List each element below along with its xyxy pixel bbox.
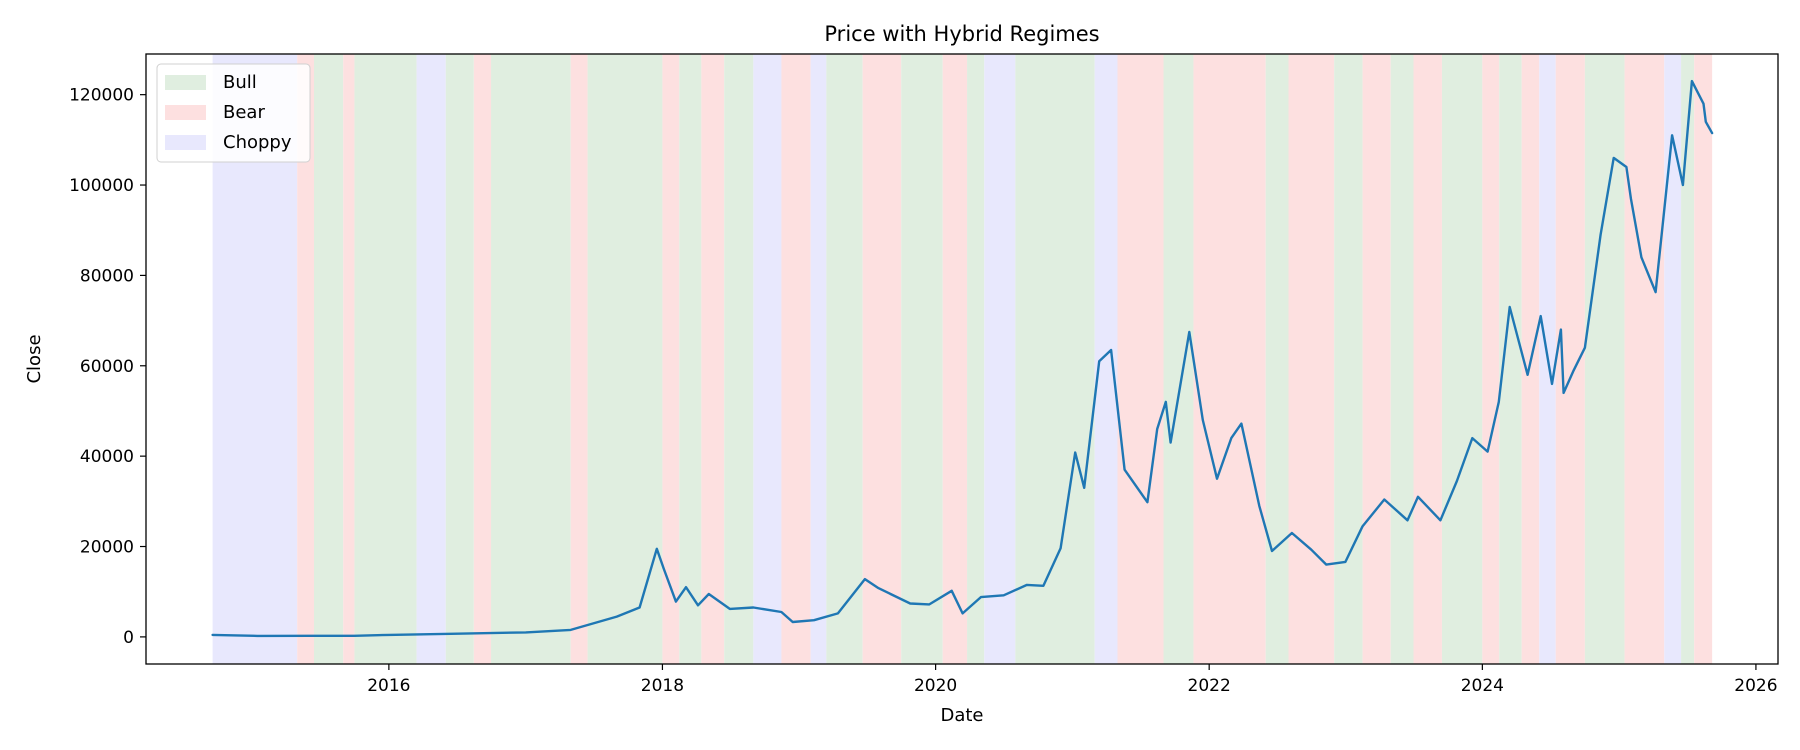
legend-swatch-choppy <box>165 135 206 150</box>
regime-band-bear <box>473 54 492 664</box>
x-tick-label: 2022 <box>1188 676 1231 696</box>
regime-band-bear <box>343 54 355 664</box>
regime-band-bull <box>354 54 417 664</box>
price-line <box>211 79 1714 638</box>
regime-band-bull <box>1163 54 1194 664</box>
regime-band-bear <box>701 54 725 664</box>
x-tick-label: 2018 <box>641 676 684 696</box>
regime-band-bear <box>1413 54 1442 664</box>
regime-band-choppy <box>753 54 782 664</box>
y-tick-label: 20000 <box>80 538 134 558</box>
regime-band-bear <box>1482 54 1500 664</box>
legend-label-bull: Bull <box>223 72 257 93</box>
regime-band-bull <box>445 54 474 664</box>
regime-band-bear <box>297 54 315 664</box>
regime-band-bull <box>587 54 663 664</box>
regime-band-choppy <box>810 54 827 664</box>
legend-label-bear: Bear <box>223 102 265 123</box>
regime-band-bull <box>1681 54 1695 664</box>
regime-band-bear <box>1694 54 1713 664</box>
regime-band-bull <box>1584 54 1625 664</box>
regime-band-bull <box>1015 54 1095 664</box>
regime-band-bear <box>662 54 680 664</box>
regime-band-bull <box>1390 54 1414 664</box>
x-tick-label: 2026 <box>1734 676 1777 696</box>
regime-band-bear <box>570 54 588 664</box>
legend-swatch-bull <box>165 75 206 90</box>
plot-frame <box>145 53 1779 665</box>
regime-band-bull <box>491 54 571 664</box>
regime-band-choppy <box>1664 54 1682 664</box>
x-axis: 2016 2018 2020 2022 2024 2026 <box>367 664 1778 696</box>
y-axis-label: Close <box>24 334 45 383</box>
regime-band-bear <box>1288 54 1335 664</box>
legend-swatch-bear <box>165 105 206 120</box>
regime-band-bull <box>724 54 754 664</box>
x-tick-label: 2024 <box>1461 676 1504 696</box>
regime-band-choppy <box>984 54 1016 664</box>
regime-band-choppy <box>1094 54 1118 664</box>
regime-band-bear <box>1362 54 1391 664</box>
y-tick-label: 120000 <box>69 86 134 106</box>
y-axis: 0 20000 40000 60000 80000 100000 120000 <box>69 86 146 648</box>
regime-band-bear <box>1624 54 1665 664</box>
x-axis-label: Date <box>940 705 983 726</box>
y-tick-label: 60000 <box>80 357 134 377</box>
y-tick-label: 0 <box>123 628 134 648</box>
regime-band-bull <box>1499 54 1522 664</box>
regime-band-bull <box>679 54 702 664</box>
x-tick-label: 2016 <box>367 676 410 696</box>
regime-band-bull <box>1265 54 1289 664</box>
regime-band-bear <box>781 54 811 664</box>
legend-label-choppy: Choppy <box>223 132 292 153</box>
regime-band-bull <box>1334 54 1363 664</box>
regime-band-bear <box>942 54 968 664</box>
regime-band-bear <box>862 54 902 664</box>
regime-band-bull <box>314 54 344 664</box>
regime-band-bull <box>826 54 863 664</box>
regime-bands <box>212 54 1713 664</box>
chart-title: Price with Hybrid Regimes <box>824 22 1099 46</box>
y-tick-label: 40000 <box>80 447 134 467</box>
regime-band-bull <box>1441 54 1483 664</box>
regime-band-bear <box>1117 54 1164 664</box>
regime-band-choppy <box>416 54 446 664</box>
x-tick-label: 2020 <box>914 676 957 696</box>
price-line-layer <box>211 79 1714 638</box>
regime-band-bull <box>901 54 943 664</box>
regime-band-bull <box>967 54 985 664</box>
regime-band-bear <box>1193 54 1266 664</box>
y-tick-label: 80000 <box>80 266 134 286</box>
legend: Bull Bear Choppy <box>156 63 311 163</box>
y-tick-label: 100000 <box>69 176 134 196</box>
